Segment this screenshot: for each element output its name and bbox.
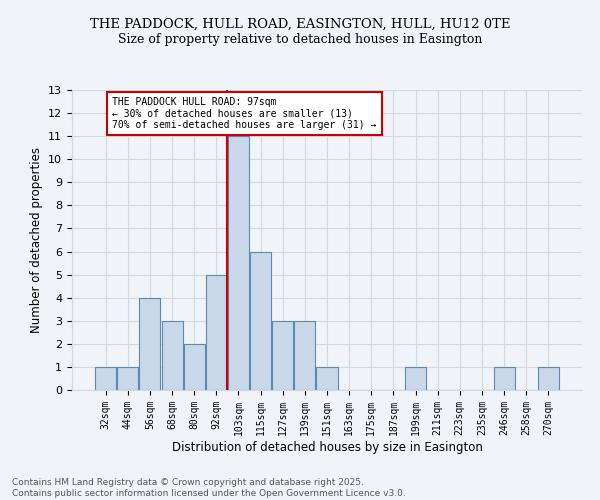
Bar — [95, 367, 116, 390]
Bar — [161, 321, 182, 390]
Bar — [538, 367, 559, 390]
Bar — [250, 252, 271, 390]
Bar — [206, 274, 227, 390]
Bar — [118, 367, 139, 390]
Y-axis label: Number of detached properties: Number of detached properties — [29, 147, 43, 333]
Text: Size of property relative to detached houses in Easington: Size of property relative to detached ho… — [118, 32, 482, 46]
X-axis label: Distribution of detached houses by size in Easington: Distribution of detached houses by size … — [172, 440, 482, 454]
Bar — [139, 298, 160, 390]
Text: THE PADDOCK HULL ROAD: 97sqm
← 30% of detached houses are smaller (13)
70% of se: THE PADDOCK HULL ROAD: 97sqm ← 30% of de… — [112, 97, 377, 130]
Bar — [316, 367, 338, 390]
Text: THE PADDOCK, HULL ROAD, EASINGTON, HULL, HU12 0TE: THE PADDOCK, HULL ROAD, EASINGTON, HULL,… — [90, 18, 510, 30]
Bar — [295, 321, 316, 390]
Bar — [184, 344, 205, 390]
Bar — [494, 367, 515, 390]
Bar — [272, 321, 293, 390]
Bar — [405, 367, 426, 390]
Bar — [228, 136, 249, 390]
Text: Contains HM Land Registry data © Crown copyright and database right 2025.
Contai: Contains HM Land Registry data © Crown c… — [12, 478, 406, 498]
